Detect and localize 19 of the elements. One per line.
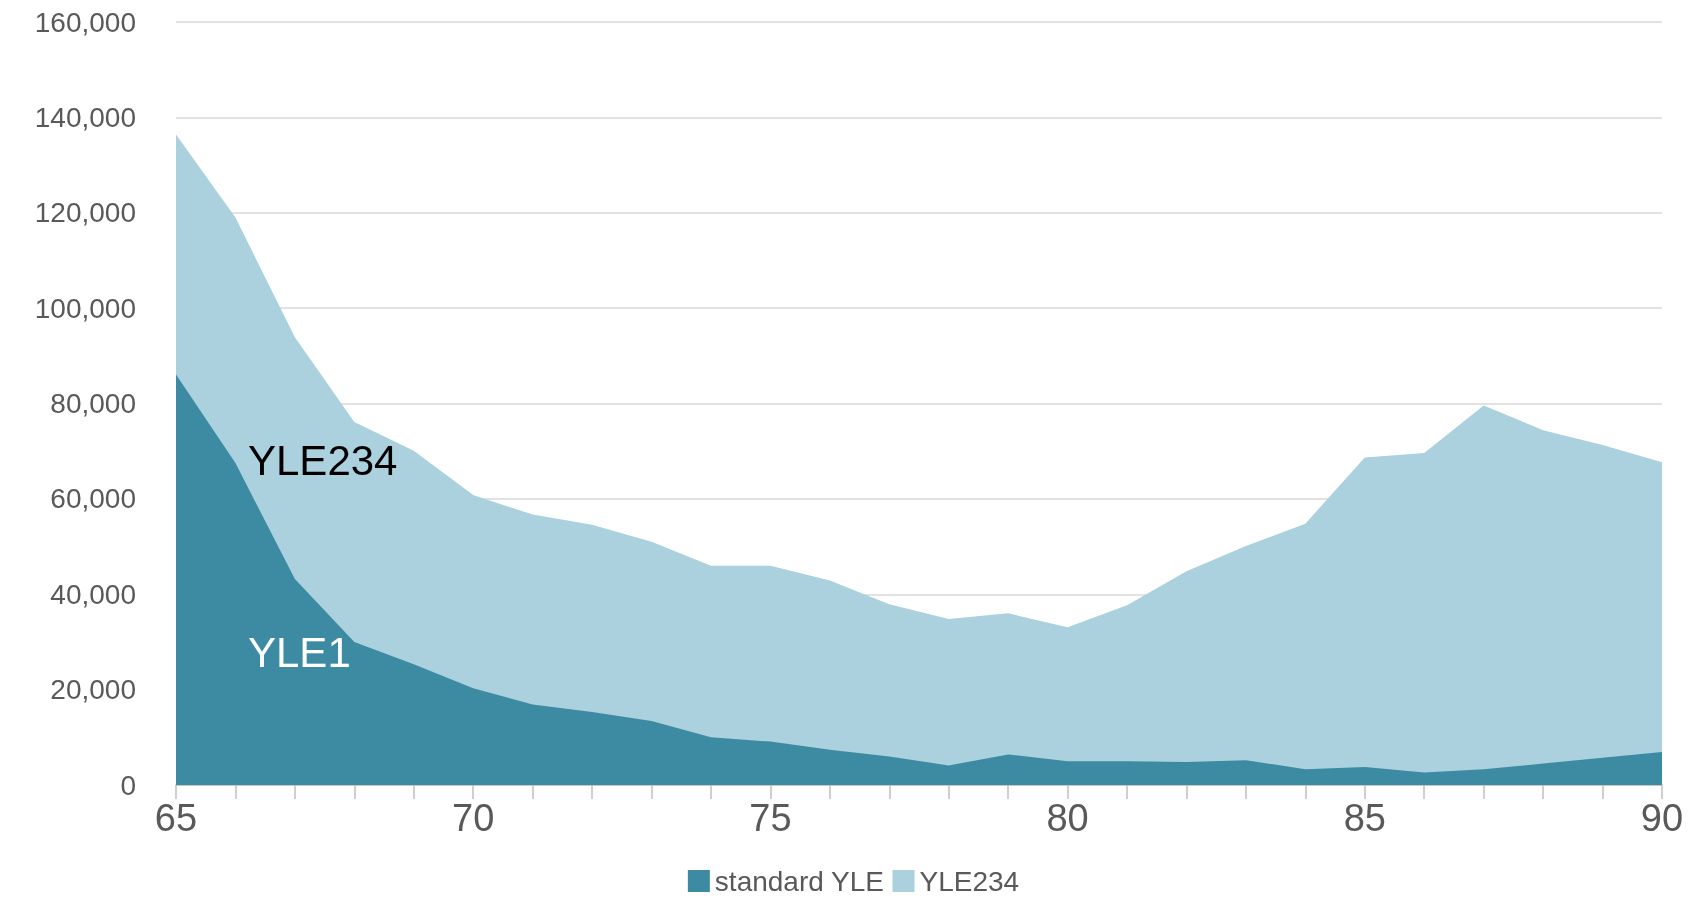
x-tick-label: 65	[154, 797, 198, 839]
y-tick-label: 160,000	[34, 6, 136, 38]
annotation: YLE1	[248, 628, 351, 676]
legend-label: YLE234	[919, 865, 1020, 897]
x-tick-label: 80	[1046, 797, 1089, 839]
annotation: YLE234	[248, 436, 398, 484]
x-tick-label: 70	[452, 797, 495, 839]
y-tick-label: 60,000	[50, 483, 136, 515]
x-tick-label: 85	[1343, 797, 1386, 839]
x-tick-label: 75	[749, 797, 792, 839]
y-tick-label: 0	[120, 769, 136, 801]
y-tick-label: 40,000	[50, 578, 136, 610]
y-tick-label: 100,000	[34, 292, 136, 324]
y-tick-label: 80,000	[50, 388, 136, 419]
x-tick-label: 90	[1640, 797, 1684, 839]
y-tick-label: 120,000	[34, 197, 136, 229]
y-tick-label: 20,000	[50, 674, 136, 706]
legend-label: standard YLE	[714, 865, 885, 897]
y-tick-label: 140,000	[34, 101, 136, 133]
